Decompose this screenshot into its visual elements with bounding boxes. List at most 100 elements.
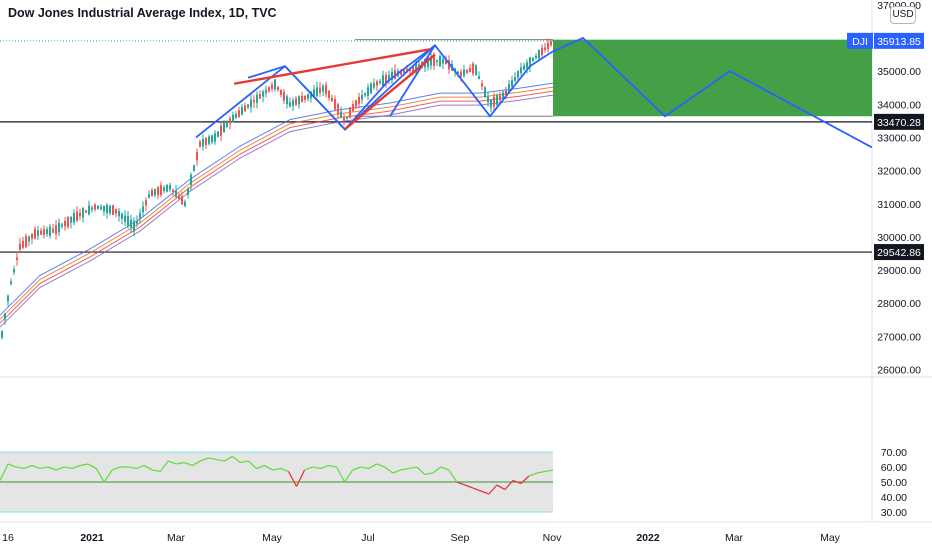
rsi-segment — [63, 466, 73, 470]
candle-body — [136, 221, 138, 224]
candle-body — [517, 70, 519, 78]
rsi-segment — [87, 463, 97, 470]
candle-body — [43, 229, 45, 235]
rsi-segment — [368, 463, 377, 470]
rsi-segment — [95, 468, 105, 483]
candle-body — [523, 65, 525, 70]
candle-body — [514, 77, 516, 81]
price-tick-label: 37000.00 — [877, 0, 921, 12]
candle-body — [211, 135, 213, 143]
rsi-segment — [224, 455, 233, 462]
candle-body — [61, 224, 63, 227]
candle-body — [373, 83, 375, 88]
candle-body — [382, 75, 384, 86]
price-tick-label: 29000.00 — [877, 265, 921, 277]
rsi-segment — [344, 469, 354, 483]
rsi-segment — [320, 464, 329, 470]
rsi-segment — [360, 466, 369, 470]
candle-body — [253, 100, 255, 103]
candle-body — [535, 55, 537, 59]
rsi-segment — [432, 466, 442, 474]
candle-body — [436, 60, 438, 63]
candle-body — [298, 96, 300, 105]
target-zone — [553, 39, 872, 117]
candle-body — [403, 69, 405, 74]
rsi-segment — [424, 472, 433, 476]
candle-body — [118, 211, 120, 217]
currency-button[interactable]: USD — [890, 6, 916, 24]
candle-body — [184, 201, 186, 206]
candle-body — [313, 89, 315, 98]
candle-body — [169, 185, 171, 190]
candle-body — [166, 184, 168, 192]
candle-body — [361, 95, 363, 100]
candle-body — [157, 187, 159, 195]
candle-body — [199, 141, 201, 147]
candle-body — [274, 79, 276, 90]
rsi-segment — [240, 460, 249, 464]
level-label-lower-bg — [874, 244, 924, 261]
candle-body — [538, 49, 540, 59]
rsi-segment — [528, 472, 538, 477]
rsi-segment — [152, 469, 161, 473]
candle-body — [487, 96, 489, 103]
candle-body — [250, 99, 252, 108]
rsi-segment — [520, 475, 530, 484]
candle-body — [142, 206, 144, 213]
candle-body — [427, 57, 429, 67]
wedge-lower-line — [344, 53, 436, 131]
rsi-segment — [472, 487, 482, 492]
candle-body — [37, 230, 39, 236]
level-label-lower: 29542.86 — [877, 247, 921, 259]
candle-body — [490, 99, 492, 108]
rsi-segment — [103, 469, 113, 483]
candle-body — [307, 93, 309, 99]
rsi-segment — [216, 458, 225, 462]
candle-body — [457, 71, 459, 74]
candle-body — [304, 95, 306, 100]
candle-body — [106, 204, 108, 214]
rsi-segment — [264, 464, 273, 471]
level-label-upper: 33470.28 — [877, 117, 921, 129]
candle-body — [58, 222, 60, 233]
candle-body — [502, 92, 504, 100]
candle-body — [460, 71, 462, 77]
rsi-segment — [143, 464, 153, 471]
candle-body — [355, 100, 357, 107]
rsi-segment — [512, 479, 522, 485]
rsi-segment — [504, 480, 514, 490]
candle-body — [121, 213, 123, 219]
candle-body — [103, 205, 105, 212]
price-tick-label: 28000.00 — [877, 298, 921, 310]
candle-body — [463, 69, 465, 76]
candle-body — [499, 95, 501, 101]
candle-body — [379, 80, 381, 83]
candle-body — [109, 205, 111, 214]
candle-body — [202, 139, 204, 147]
rsi-segment — [416, 466, 426, 475]
candle-body — [358, 96, 360, 104]
candle-body — [232, 114, 234, 123]
candle-body — [79, 212, 81, 217]
candle-body — [265, 89, 267, 94]
rsi-segment — [256, 464, 265, 470]
rsi-tick-label: 40.00 — [881, 492, 907, 504]
candle-body — [238, 110, 240, 117]
rsi-segment — [408, 466, 417, 470]
candle-body — [91, 207, 93, 210]
rsi-segment — [47, 466, 57, 471]
candle-body — [334, 99, 336, 110]
rsi-segment — [312, 466, 321, 470]
rsi-segment — [280, 467, 289, 473]
candle-body — [22, 240, 24, 248]
price-tick-label: 30000.00 — [877, 232, 921, 244]
candle-body — [388, 75, 390, 80]
rsi-segment — [208, 457, 217, 461]
candle-body — [475, 65, 477, 76]
candle-body — [16, 257, 18, 260]
candle-body — [10, 281, 12, 284]
price-tick-label: 32000.00 — [877, 166, 921, 178]
rsi-segment — [31, 464, 41, 470]
candle-body — [151, 189, 153, 197]
